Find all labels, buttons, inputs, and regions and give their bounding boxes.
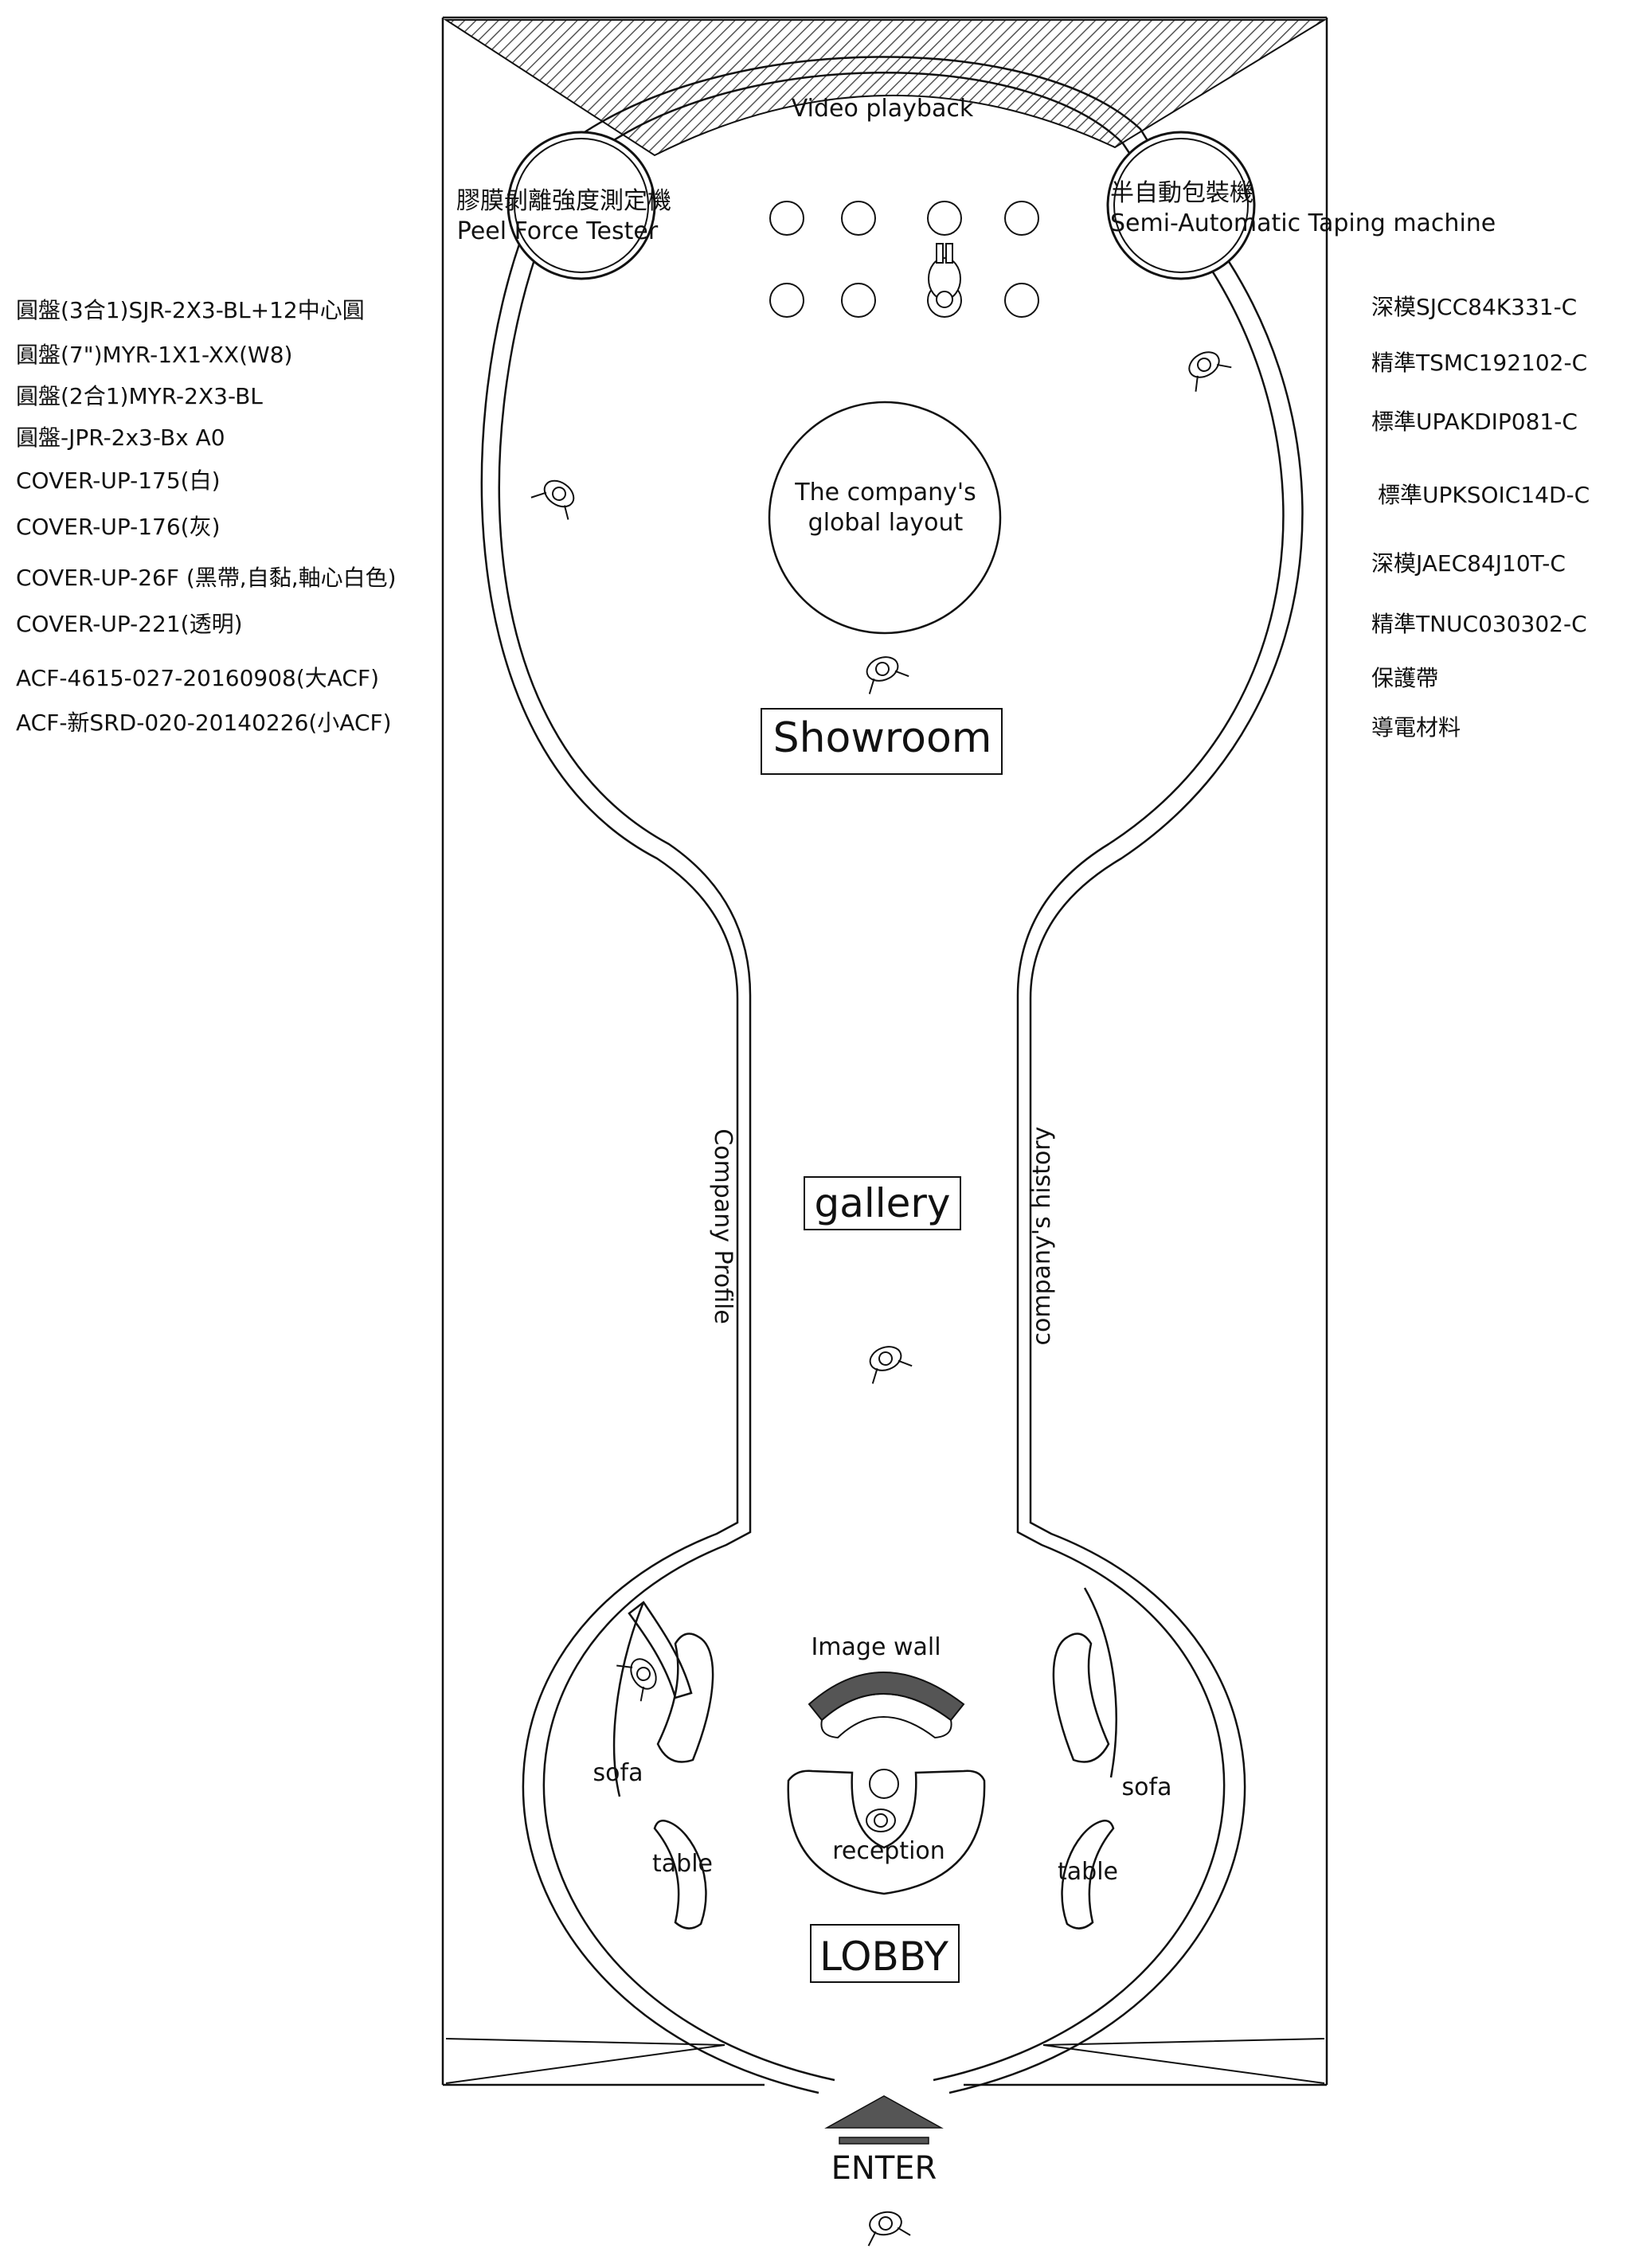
sofa-right: [1083, 1587, 1117, 1778]
global-layout-display: [768, 401, 1002, 635]
reception-desk: [787, 1769, 986, 1895]
sofa-left-curve: [612, 1601, 645, 1797]
table-right-lower: [1061, 1820, 1115, 1930]
list-item: COVER-UP-176(灰): [16, 514, 221, 540]
lobby-label: LOBBY: [819, 1934, 948, 1980]
company-history-label: company's history: [1028, 1127, 1056, 1346]
image-wall-label: Image wall: [811, 1633, 941, 1661]
peel-force-tester-inner: [514, 138, 649, 273]
lobby-label-box: [810, 1924, 960, 1983]
global-layout-label-line2: global layout: [808, 509, 964, 537]
sofa-right-label: sofa: [1122, 1773, 1172, 1801]
gallery-label-box: [804, 1176, 961, 1230]
global-layout-label-line1: The company's: [794, 479, 976, 506]
wall-outline: [480, 56, 1304, 2094]
table-right-label: table: [1058, 1858, 1118, 1886]
gallery-label: gallery: [814, 1180, 950, 1226]
table-left-label: table: [652, 1850, 713, 1878]
list-item: 圓盤(3合1)SJR-2X3-BL+12中心圓: [16, 297, 365, 323]
company-profile-label: Company Profile: [709, 1128, 737, 1324]
person-icon: [530, 243, 1232, 2246]
showroom-label-box: [761, 708, 1003, 775]
hatched-corner-area: [443, 19, 1328, 157]
list-item: 保護帶: [1371, 665, 1439, 691]
list-item: ACF-4615-027-20160908(大ACF): [16, 665, 380, 691]
list-item: 精準TSMC192102-C: [1371, 350, 1588, 376]
semi-automatic-taping-machine-inner: [1113, 138, 1249, 273]
entrance-triangles: [445, 2038, 1325, 2084]
list-item: 圓盤(2合1)MYR-2X3-BL: [16, 383, 263, 409]
peel-force-tester-label-en: Peel Force Tester: [457, 217, 659, 245]
list-item: COVER-UP-175(白): [16, 467, 221, 494]
sofa-left: [628, 1601, 693, 1699]
list-item: 標準UPKSOIC14D-C: [1378, 482, 1590, 508]
list-item: COVER-UP-221(透明): [16, 611, 243, 637]
taping-machine-label-zh: 半自動包裝機: [1110, 179, 1253, 207]
table-left-lower: [653, 1820, 707, 1930]
list-item: 圓盤-JPR-2x3-Bx A0: [16, 424, 225, 451]
reception-chair: [869, 1769, 899, 1799]
peel-force-tester: [506, 131, 656, 280]
lobby-furniture: [612, 1587, 1117, 1930]
video-playback-label: Video playback: [792, 95, 974, 123]
table-left: [656, 1633, 714, 1763]
seating-grid: [769, 201, 1039, 318]
building-outline: [441, 16, 1328, 2086]
image-wall-base: [820, 1693, 952, 1739]
taping-machine-label-en: Semi-Automatic Taping machine: [1110, 209, 1496, 237]
sofa-left-label: sofa: [593, 1759, 643, 1787]
list-item: 標準UPAKDIP081-C: [1371, 409, 1578, 435]
list-item: 圓盤(7")MYR-1X1-XX(W8): [16, 342, 293, 368]
list-item: 深模SJCC84K331-C: [1371, 294, 1578, 320]
enter-label: ENTER: [831, 2150, 937, 2187]
list-item: COVER-UP-26F (黑帶,自黏,軸心白色): [16, 565, 397, 591]
list-item: 導電材料: [1371, 714, 1461, 741]
enter-arrow: [824, 2095, 944, 2145]
showroom-label: Showroom: [773, 714, 992, 762]
table-right-upper: [1052, 1633, 1110, 1763]
list-item: 深模JAEC84J10T-C: [1371, 550, 1566, 577]
semi-automatic-taping-machine: [1106, 131, 1256, 280]
list-item: ACF-新SRD-020-20140226(小ACF): [16, 710, 392, 736]
list-item: 精準TNUC030302-C: [1371, 611, 1587, 637]
reception-label: reception: [832, 1837, 945, 1865]
peel-force-tester-label-zh: 膠膜剝離強度測定機: [456, 187, 671, 215]
